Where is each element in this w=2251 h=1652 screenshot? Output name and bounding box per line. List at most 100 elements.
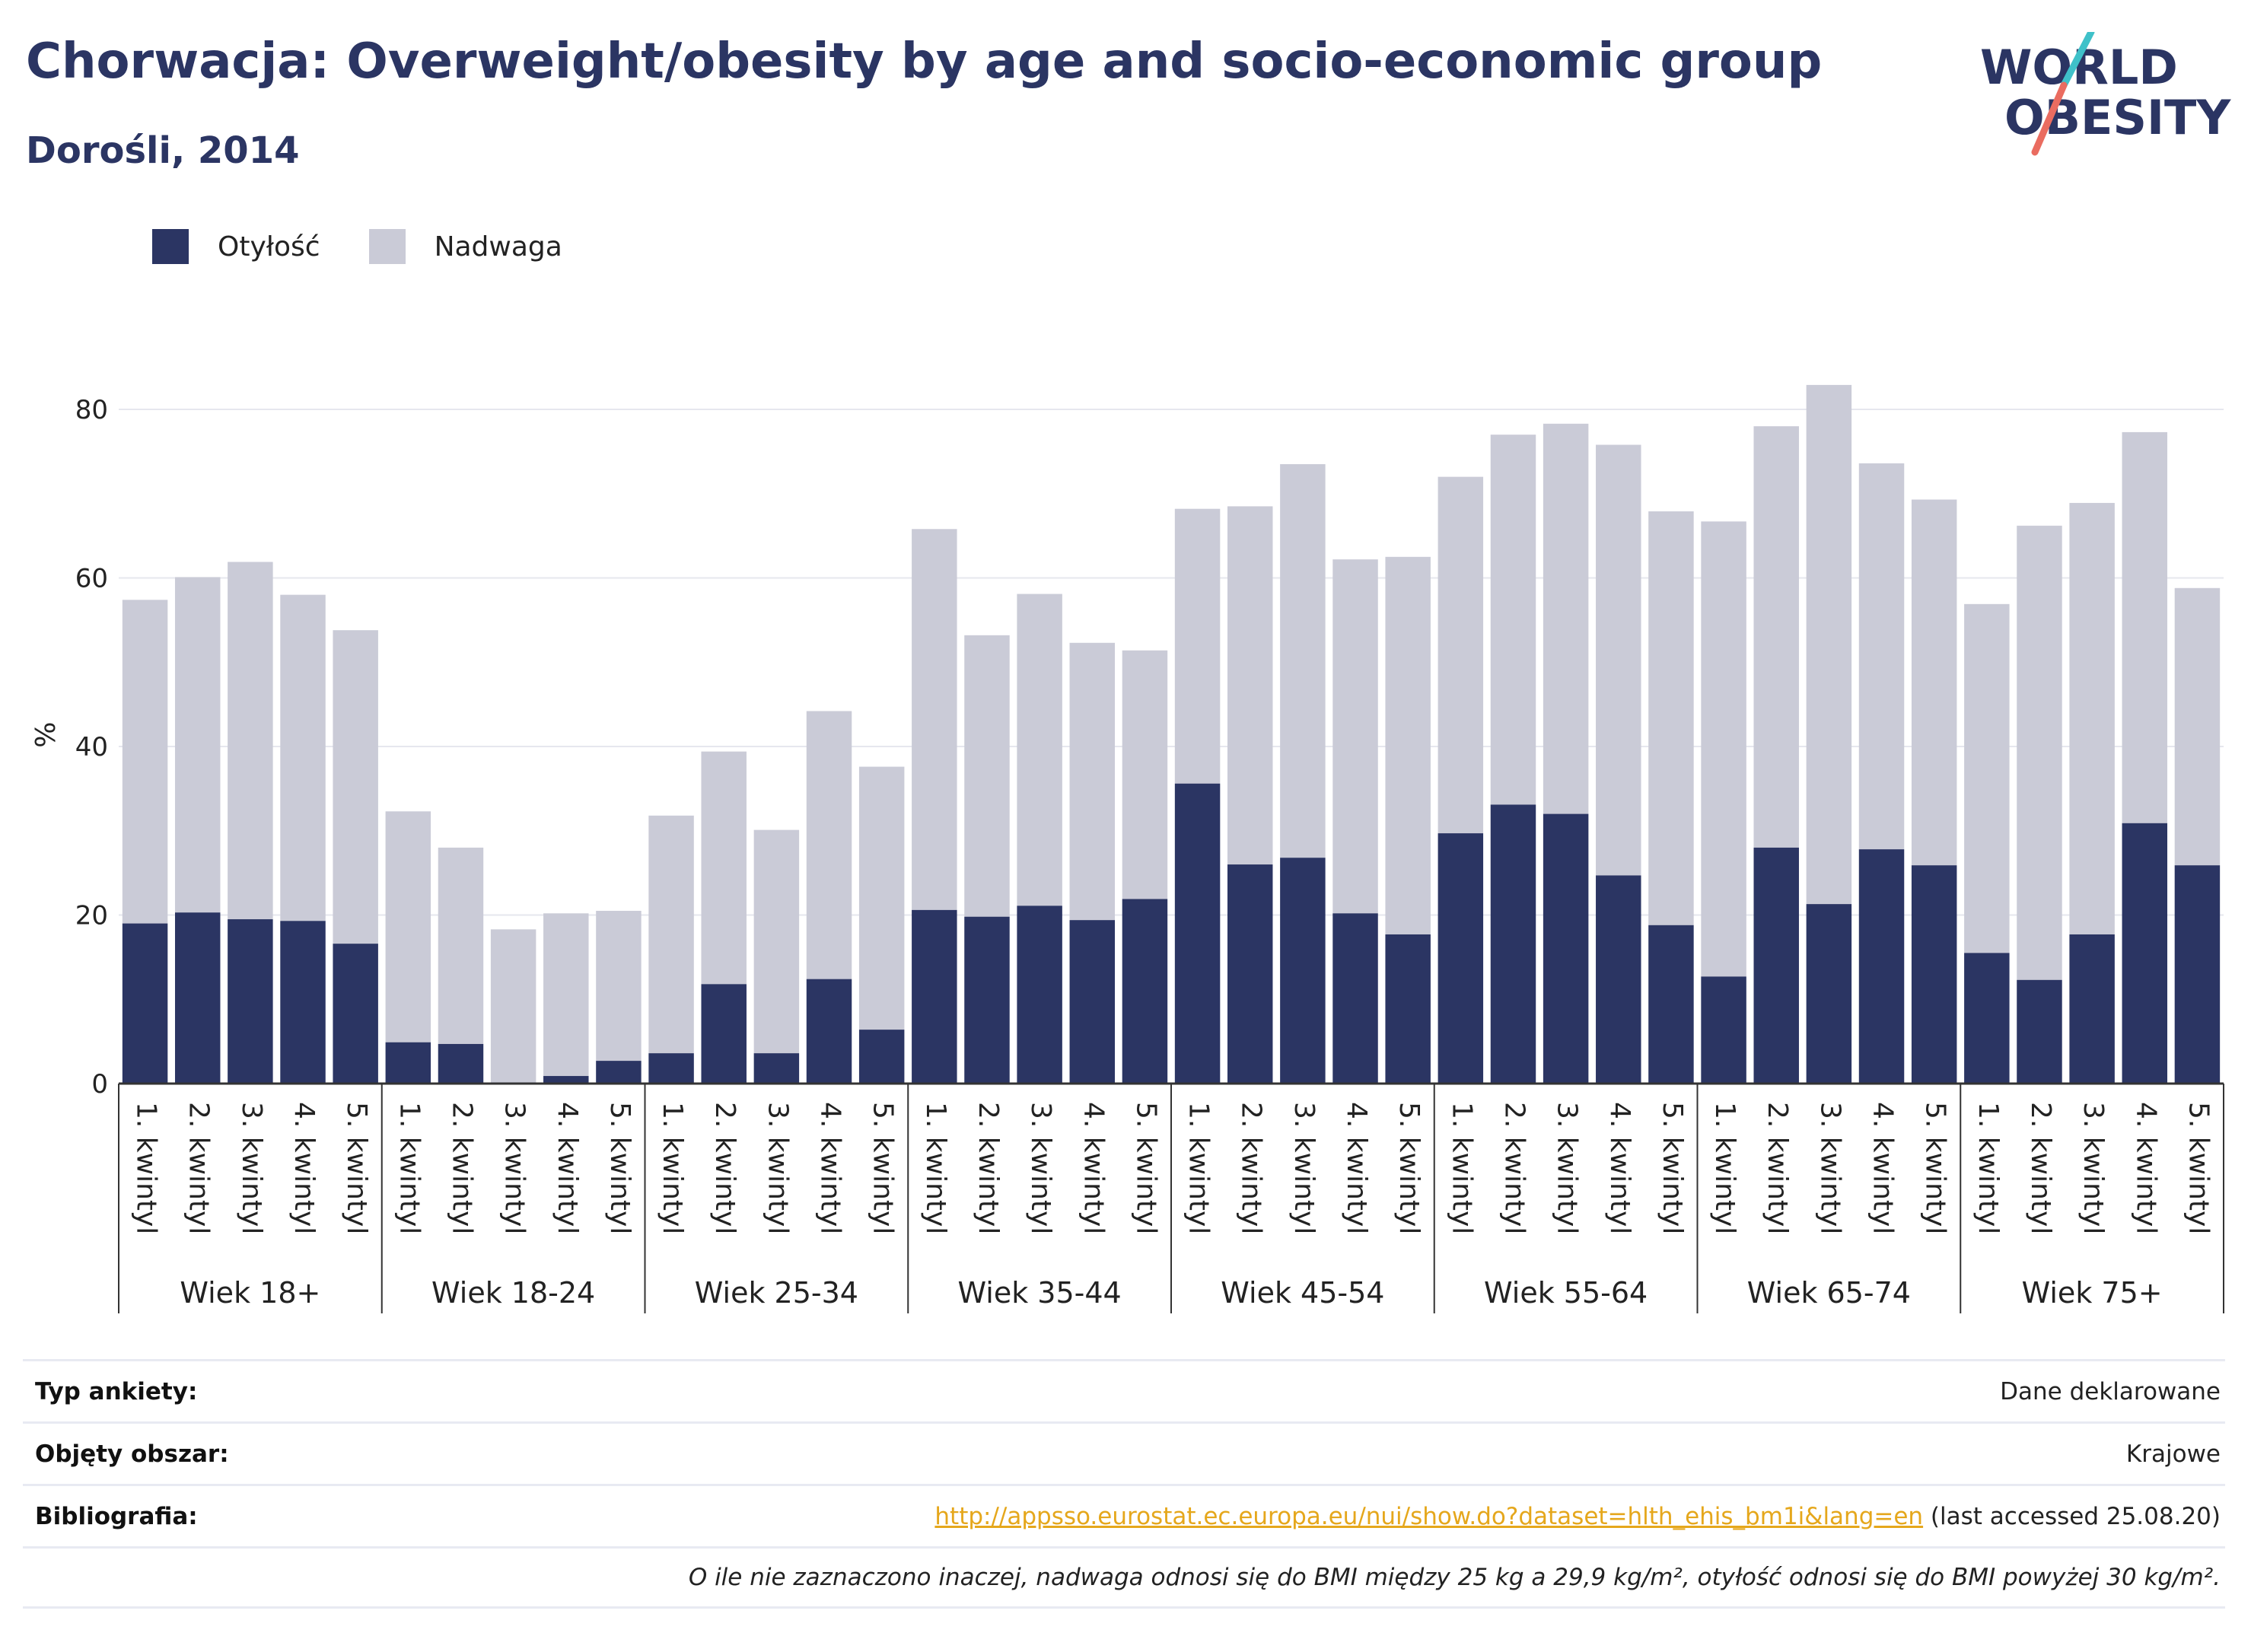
y-tick-label: 20 <box>75 901 108 931</box>
category-tick-label: 5. kwintyl <box>2183 1102 2214 1234</box>
bar-obesity <box>1490 804 1536 1084</box>
y-tick-label: 80 <box>75 395 108 425</box>
bar-obesity <box>964 916 1010 1084</box>
bar-obesity <box>753 1053 800 1084</box>
bar-obesity <box>2122 823 2168 1084</box>
bar-obesity <box>2017 979 2062 1084</box>
bar-overweight <box>1122 650 1168 899</box>
bibliography-label: Bibliografia: <box>35 1502 198 1530</box>
chart-legend: Otyłość Nadwaga <box>152 227 611 266</box>
bar-obesity <box>333 944 378 1084</box>
category-tick-label: 2. kwintyl <box>1762 1102 1793 1234</box>
bibliography-accessed: (last accessed 25.08.20) <box>1923 1502 2221 1530</box>
category-tick-label: 2. kwintyl <box>446 1102 477 1234</box>
group-label: Wiek 65-74 <box>1747 1276 1911 1310</box>
category-tick-label: 5. kwintyl <box>341 1102 372 1234</box>
category-tick-label: 5. kwintyl <box>604 1102 635 1234</box>
category-tick-label: 1. kwintyl <box>920 1102 951 1234</box>
bar-obesity <box>122 923 168 1084</box>
bar-overweight <box>1227 506 1273 865</box>
bar-obesity <box>280 921 326 1084</box>
bar-overweight <box>648 815 694 1054</box>
category-tick-label: 1. kwintyl <box>1972 1102 2004 1234</box>
bar-overweight <box>228 562 273 920</box>
category-tick-label: 3. kwintyl <box>1552 1102 1583 1234</box>
category-tick-label: 4. kwintyl <box>2130 1102 2161 1234</box>
category-tick-label: 2. kwintyl <box>1236 1102 1267 1234</box>
bar-obesity <box>596 1061 642 1084</box>
category-tick-label: 1. kwintyl <box>131 1102 162 1234</box>
y-tick-label: 60 <box>75 564 108 594</box>
bar-overweight <box>2174 587 2221 866</box>
bar-overweight <box>2017 525 2062 980</box>
category-tick-label: 4. kwintyl <box>1604 1102 1635 1234</box>
bar-overweight <box>806 711 852 979</box>
category-tick-label: 2. kwintyl <box>1498 1102 1530 1234</box>
area-value: Krajowe <box>2125 1440 2221 1468</box>
bar-overweight <box>1701 521 1746 977</box>
group-label: Wiek 25-34 <box>695 1276 858 1310</box>
legend-swatch-obesity <box>152 229 189 264</box>
bar-obesity <box>385 1042 431 1084</box>
bar-overweight <box>174 577 221 913</box>
group-label: Wiek 75+ <box>2022 1276 2163 1310</box>
bibliography-link[interactable]: http://appsso.eurostat.ec.europa.eu/nui/… <box>934 1502 1924 1530</box>
bar-overweight <box>1280 463 1326 858</box>
category-tick-label: 3. kwintyl <box>1814 1102 1845 1234</box>
bibliography-value: http://appsso.eurostat.ec.europa.eu/nui/… <box>934 1503 2221 1530</box>
y-axis-title: % <box>30 722 62 748</box>
chart-subtitle: Dorośli, 2014 <box>26 129 300 172</box>
bar-obesity <box>1332 913 1378 1084</box>
bar-overweight <box>543 913 589 1077</box>
bar-obesity <box>1174 783 1221 1084</box>
bar-overweight <box>1438 476 1484 834</box>
bar-overweight <box>1753 426 1799 848</box>
bar-overweight <box>1490 434 1536 805</box>
bar-overweight <box>1648 511 1694 925</box>
bar-obesity <box>1596 875 1641 1084</box>
category-tick-label: 4. kwintyl <box>1867 1102 1899 1234</box>
legend-item-obesity: Otyłość <box>152 229 320 264</box>
category-tick-label: 3. kwintyl <box>2077 1102 2109 1234</box>
info-row-bibliography: Bibliografia: http://appsso.eurostat.ec.… <box>23 1484 2225 1546</box>
bar-obesity <box>1122 899 1168 1084</box>
bar-obesity <box>1227 864 1273 1084</box>
bar-obesity <box>858 1030 905 1084</box>
category-tick-label: 4. kwintyl <box>1341 1102 1372 1234</box>
bar-obesity <box>174 912 221 1084</box>
bar-obesity <box>1701 976 1746 1084</box>
bar-overweight <box>333 630 378 944</box>
category-tick-label: 1. kwintyl <box>657 1102 688 1234</box>
bar-overweight <box>280 594 326 921</box>
info-row-survey: Typ ankiety: Dane deklarowane <box>23 1359 2225 1421</box>
y-tick-label: 0 <box>91 1069 108 1100</box>
category-tick-label: 2. kwintyl <box>2025 1102 2056 1234</box>
bar-overweight <box>2122 431 2168 823</box>
category-tick-label: 1. kwintyl <box>393 1102 425 1234</box>
group-label: Wiek 55-64 <box>1484 1276 1648 1310</box>
category-tick-label: 3. kwintyl <box>499 1102 530 1234</box>
category-tick-label: 2. kwintyl <box>183 1102 215 1234</box>
bar-obesity <box>1543 813 1589 1084</box>
y-tick-label: 40 <box>75 732 108 762</box>
chart-title: Chorwacja: Overweight/obesity by age and… <box>26 33 1823 90</box>
legend-item-overweight: Nadwaga <box>368 229 562 264</box>
bar-overweight <box>1017 594 1062 906</box>
bar-obesity <box>1280 858 1326 1084</box>
bar-overweight <box>1174 508 1221 784</box>
bar-overweight <box>1596 444 1641 876</box>
category-tick-label: 4. kwintyl <box>288 1102 320 1234</box>
category-tick-label: 5. kwintyl <box>1657 1102 1688 1234</box>
category-tick-label: 4. kwintyl <box>815 1102 846 1234</box>
bar-overweight <box>122 600 168 924</box>
bar-overweight <box>1858 463 1905 850</box>
category-tick-label: 5. kwintyl <box>1130 1102 1161 1234</box>
category-tick-label: 2. kwintyl <box>709 1102 740 1234</box>
category-tick-label: 2. kwintyl <box>973 1102 1004 1234</box>
bar-obesity <box>1858 849 1905 1084</box>
survey-type-value: Dane deklarowane <box>2000 1377 2221 1405</box>
legend-swatch-overweight <box>368 229 406 264</box>
category-tick-label: 1. kwintyl <box>1446 1102 1477 1234</box>
category-tick-label: 1. kwintyl <box>1709 1102 1740 1234</box>
bar-obesity <box>1069 920 1116 1084</box>
